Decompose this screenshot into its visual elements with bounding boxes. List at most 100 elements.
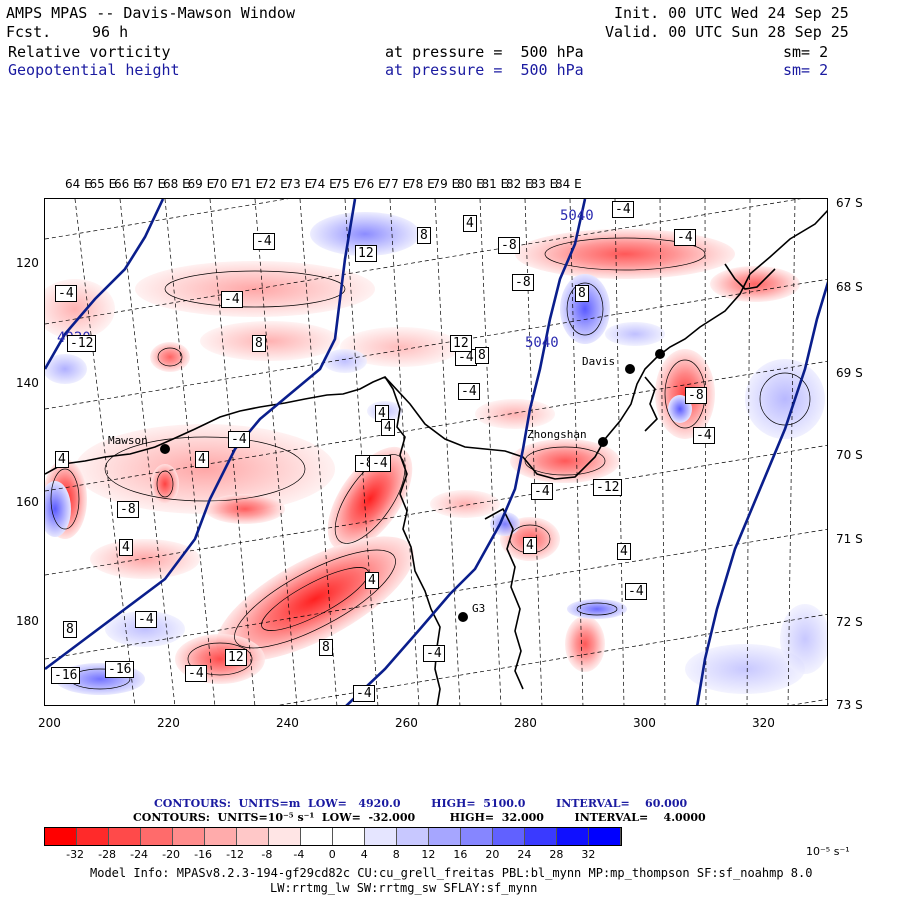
- colorbar-swatch: [205, 828, 237, 845]
- longitude-label: 68 E: [163, 177, 190, 191]
- station-davis-marker: [625, 364, 635, 374]
- latitude-label: 68 S: [836, 280, 863, 294]
- model-info: Model Info: MPASv8.2.3-194-gf29cd82c CU:…: [90, 866, 813, 880]
- longitude-label: 82 E: [506, 177, 533, 191]
- longitude-label: 66 E: [114, 177, 141, 191]
- longitude-label: 75 E: [334, 177, 362, 191]
- colorbar-swatch: [333, 828, 365, 845]
- y-tick-label: 120: [16, 256, 39, 270]
- station-zhongshan-marker: [598, 437, 608, 447]
- station-extra-marker: [655, 349, 665, 359]
- longitude-label: 64 E: [65, 177, 92, 191]
- latitude-label: 70 S: [836, 448, 863, 462]
- latitude-label: 67 S: [836, 196, 863, 210]
- longitude-label: 67 E: [138, 177, 166, 191]
- vorticity-label: -16: [105, 661, 135, 678]
- colorbar-label: 16: [453, 848, 468, 861]
- vorticity-label: -8: [512, 274, 534, 291]
- colorbar-swatch: [525, 828, 557, 845]
- colorbar-label: -8: [261, 848, 273, 861]
- vorticity-label: -4: [135, 611, 157, 628]
- colorbar-swatch: [397, 828, 429, 845]
- contour-info-vorticity: CONTOURS: UNITS=10⁻⁵ s⁻¹ LOW= -32.000 HI…: [133, 811, 706, 824]
- forecast-label: Fcst.: [6, 23, 52, 41]
- colorbar-swatch: [493, 828, 525, 845]
- vorticity-label: 4: [55, 451, 69, 468]
- colorbar-label: -16: [194, 848, 213, 861]
- vorticity-label: -4: [228, 431, 250, 448]
- graticule: [45, 199, 827, 705]
- vorticity-label: 4: [463, 215, 477, 232]
- vorticity-label: -4: [253, 233, 275, 250]
- y-tick-label: 180: [16, 614, 39, 628]
- longitude-label: 79 E: [432, 177, 460, 191]
- x-tick-label: 300: [633, 716, 656, 730]
- colorbar: [44, 827, 622, 846]
- colorbar-swatch: [461, 828, 493, 845]
- longitude-label: 78 E: [408, 177, 435, 191]
- colorbar-swatch: [269, 828, 301, 845]
- vorticity-label: 4: [381, 419, 395, 436]
- colorbar-swatch: [365, 828, 397, 845]
- colorbar-swatch: [301, 828, 333, 845]
- latitude-label: 71 S: [836, 532, 863, 546]
- station-label-davis: Davis: [582, 355, 616, 368]
- colorbar-label: -28: [98, 848, 117, 861]
- station-label-g3: G3: [472, 602, 486, 615]
- vorticity-label: -4: [185, 665, 207, 682]
- colorbar-swatch: [557, 828, 589, 845]
- colorbar-label: 4: [360, 848, 368, 861]
- vorticity-label: 8: [63, 621, 77, 638]
- station-label-mawson: Mawson: [108, 434, 148, 447]
- longitude-label: 84 E: [555, 177, 582, 191]
- forecast-hour: 96 h: [92, 23, 129, 41]
- colorbar-label: 28: [549, 848, 564, 861]
- longitude-label: 83 E: [530, 177, 558, 191]
- colorbar-label: -4: [293, 848, 305, 861]
- colorbar-label: 12: [421, 848, 436, 861]
- vorticity-label: 12: [355, 245, 377, 262]
- colorbar-label: -20: [162, 848, 181, 861]
- vorticity-label: 8: [252, 335, 266, 352]
- latitude-label: 72 S: [836, 615, 863, 629]
- x-tick-label: 280: [514, 716, 537, 730]
- map-canvas: [45, 199, 827, 705]
- longitude-label: 73 E: [285, 177, 313, 191]
- vorticity-label: -8: [117, 501, 139, 518]
- vorticity-label: -4: [674, 229, 696, 246]
- colorbar-label: -24: [130, 848, 149, 861]
- vorticity-label: -12: [67, 335, 97, 352]
- station-markers: [160, 349, 665, 622]
- vorticity-label: -4: [693, 427, 715, 444]
- colorbar-swatch: [45, 828, 77, 845]
- station-g3-marker: [458, 612, 468, 622]
- longitude-label: 69 E: [187, 177, 215, 191]
- colorbar-units: 10⁻⁵ s⁻¹: [806, 845, 850, 858]
- colorbar-swatch: [237, 828, 269, 845]
- colorbar-label: -32: [66, 848, 85, 861]
- vorticity-label: 8: [417, 227, 431, 244]
- x-tick-label: 220: [157, 716, 180, 730]
- field-1-name: Relative vorticity: [8, 43, 171, 61]
- longitude-label: 81 E: [481, 177, 509, 191]
- colorbar-label: 20: [485, 848, 500, 861]
- vorticity-label: 4: [119, 539, 133, 556]
- vorticity-label: 4: [523, 537, 537, 554]
- vorticity-label: -4: [369, 455, 391, 472]
- vorticity-label: -4: [612, 201, 634, 218]
- x-tick-label: 260: [395, 716, 418, 730]
- init-time: Init. 00 UTC Wed 24 Sep 25: [614, 4, 849, 22]
- colorbar-swatch: [589, 828, 621, 845]
- x-tick-label: 200: [38, 716, 61, 730]
- vorticity-label: 4: [195, 451, 209, 468]
- vorticity-shading: [45, 212, 827, 695]
- colorbar-swatch: [77, 828, 109, 845]
- field-1-smoothing: sm= 2: [783, 43, 829, 61]
- vorticity-label: -4: [625, 583, 647, 600]
- longitude-label: 80 E: [457, 177, 484, 191]
- model-info-physics: LW:rrtmg_lw SW:rrtmg_sw SFLAY:sf_mynn: [270, 881, 538, 895]
- valid-time: Valid. 00 UTC Sun 28 Sep 25: [605, 23, 849, 41]
- latitude-label: 69 S: [836, 366, 863, 380]
- vorticity-label: 4: [617, 543, 631, 560]
- coastline: [45, 209, 827, 705]
